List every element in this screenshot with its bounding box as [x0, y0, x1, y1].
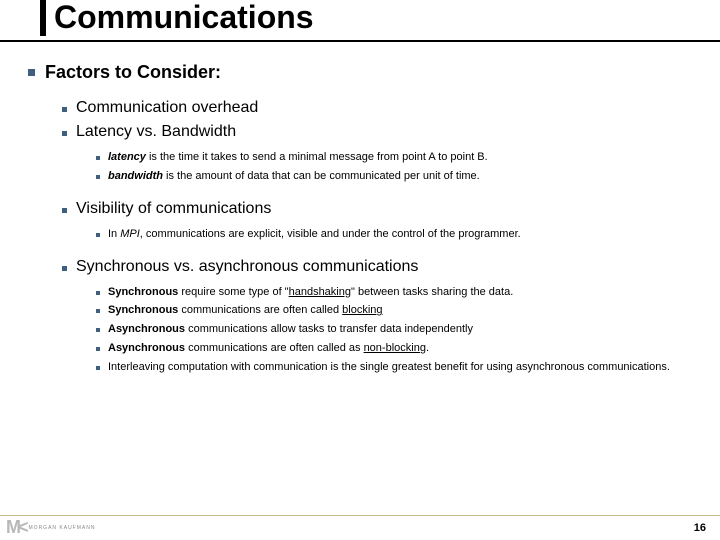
list-item: bandwidth is the amount of data that can…: [96, 169, 700, 184]
logo-mark-icon: M<: [6, 517, 26, 538]
footer: M< MORGAN KAUFMANN 16: [0, 514, 720, 540]
item-text: Synchronous vs. asynchronous communicati…: [76, 258, 418, 276]
bullet-icon: [96, 347, 100, 351]
item-text: Latency vs. Bandwidth: [76, 123, 236, 141]
list-item: Asynchronous communications allow tasks …: [96, 322, 700, 337]
list-item: Synchronous vs. asynchronous communicati…: [62, 258, 700, 276]
bullet-icon: [96, 309, 100, 313]
bullet-icon: [62, 107, 67, 112]
bullet-icon: [96, 156, 100, 160]
list-item: latency is the time it takes to send a m…: [96, 150, 700, 165]
item-text: Asynchronous communications are often ca…: [108, 341, 429, 356]
title-underline: [0, 40, 720, 42]
bullet-icon: [96, 233, 100, 237]
item-text: Visibility of communications: [76, 200, 271, 218]
list-item: Asynchronous communications are often ca…: [96, 341, 700, 356]
page-number: 16: [694, 522, 706, 534]
slide-title: Communications: [54, 0, 314, 35]
publisher-logo: M< MORGAN KAUFMANN: [6, 517, 95, 538]
logo-text: MORGAN KAUFMANN: [29, 525, 96, 531]
list-item: Synchronous communications are often cal…: [96, 303, 700, 318]
item-text: In MPI, communications are explicit, vis…: [108, 227, 521, 242]
bullet-icon: [96, 366, 100, 370]
list-item: In MPI, communications are explicit, vis…: [96, 227, 700, 242]
item-text: Communication overhead: [76, 99, 258, 117]
list-item: Synchronous require some type of "handsh…: [96, 285, 700, 300]
item-text: Asynchronous communications allow tasks …: [108, 322, 473, 337]
bullet-icon: [62, 208, 67, 213]
bullet-icon: [96, 328, 100, 332]
bullet-icon: [96, 291, 100, 295]
title-accent-block: [40, 0, 46, 36]
heading-row: Factors to Consider:: [28, 62, 700, 83]
item-text: Synchronous communications are often cal…: [108, 303, 383, 318]
item-text: Interleaving computation with communicat…: [108, 360, 670, 375]
section-heading: Factors to Consider:: [45, 62, 221, 83]
list-item: Latency vs. Bandwidth: [62, 123, 700, 141]
list-item: Communication overhead: [62, 99, 700, 117]
content-area: Factors to Consider: Communication overh…: [28, 62, 700, 377]
list-item: Visibility of communications: [62, 200, 700, 218]
bullet-icon: [96, 175, 100, 179]
item-text: latency is the time it takes to send a m…: [108, 150, 488, 165]
list-item: Interleaving computation with communicat…: [96, 360, 700, 375]
item-text: bandwidth is the amount of data that can…: [108, 169, 480, 184]
bullet-icon: [62, 131, 67, 136]
item-text: Synchronous require some type of "handsh…: [108, 285, 513, 300]
bullet-icon: [28, 69, 35, 76]
bullet-icon: [62, 266, 67, 271]
footer-divider: [0, 515, 720, 516]
